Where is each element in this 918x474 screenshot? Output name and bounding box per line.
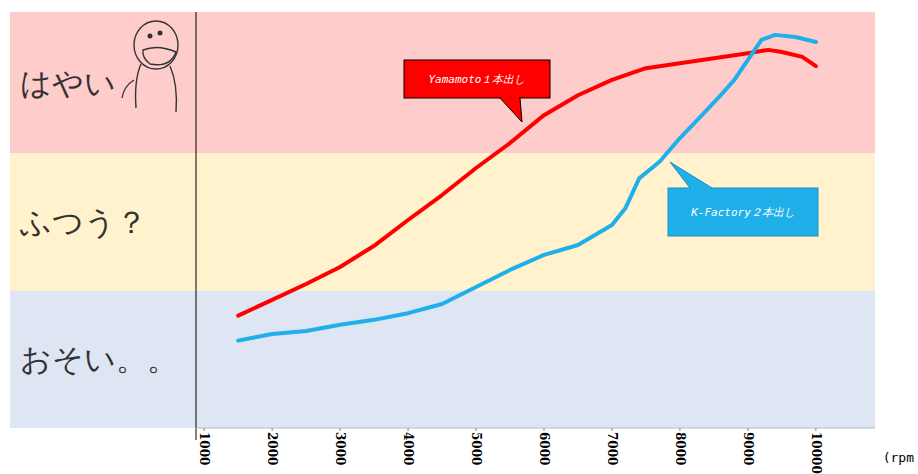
x-tick-label: 7000 xyxy=(605,432,619,465)
x-tick xyxy=(272,428,273,431)
y-axis-line xyxy=(196,12,197,440)
x-tick xyxy=(204,428,205,431)
x-tick-label: 2000 xyxy=(265,432,279,465)
band xyxy=(10,291,875,428)
doodle-body xyxy=(136,64,141,108)
x-tick xyxy=(476,428,477,431)
x-tick-label: 9000 xyxy=(741,432,755,465)
doodle-arm xyxy=(122,80,134,98)
x-tick-label: 1000 xyxy=(197,432,211,465)
series-line xyxy=(238,50,816,316)
band-label: おそい。。 xyxy=(20,341,178,377)
x-tick xyxy=(611,428,612,431)
x-tick-label: 8000 xyxy=(673,432,687,465)
doodle-mouth xyxy=(143,47,176,64)
x-tick-label: 5000 xyxy=(469,432,483,465)
callout-tail xyxy=(670,162,712,188)
doodle-eye xyxy=(148,34,152,38)
band-label: ふつう？ xyxy=(19,204,147,240)
callout-join xyxy=(501,97,519,99)
doodle-body xyxy=(170,66,176,112)
band xyxy=(10,153,875,290)
x-tick xyxy=(543,428,544,431)
x-tick xyxy=(747,428,748,431)
callout-tail xyxy=(500,98,522,122)
x-tick-label: 3000 xyxy=(333,432,347,465)
chart: はやいふつう？ おそい。。 1000 2000 3000 4000 5000 6000 7000… xyxy=(0,0,918,474)
series-label: Yamamoto１本出し xyxy=(429,73,526,86)
x-tick-label: 4000 xyxy=(401,432,415,465)
x-tick-label: 6000 xyxy=(537,432,551,465)
x-tick xyxy=(815,428,816,431)
doodle-eye xyxy=(158,31,162,35)
callout-box xyxy=(668,188,818,236)
x-axis-title: (rpm xyxy=(883,450,914,465)
series-callout: Yamamoto１本出し xyxy=(404,60,550,122)
x-tick xyxy=(408,428,409,431)
x-tick-label: 10000 xyxy=(809,432,823,474)
doodle xyxy=(122,21,178,112)
x-tick xyxy=(679,428,680,431)
callout-box xyxy=(404,60,550,98)
band-label: はやい xyxy=(20,65,116,101)
series-label: K-Factory２本出し xyxy=(690,206,795,219)
x-tick xyxy=(340,428,341,431)
band xyxy=(10,12,875,153)
callout-join xyxy=(691,187,711,189)
series-callout: K-Factory２本出し xyxy=(668,162,818,236)
doodle-head xyxy=(134,21,178,69)
x-axis-line xyxy=(196,428,875,429)
